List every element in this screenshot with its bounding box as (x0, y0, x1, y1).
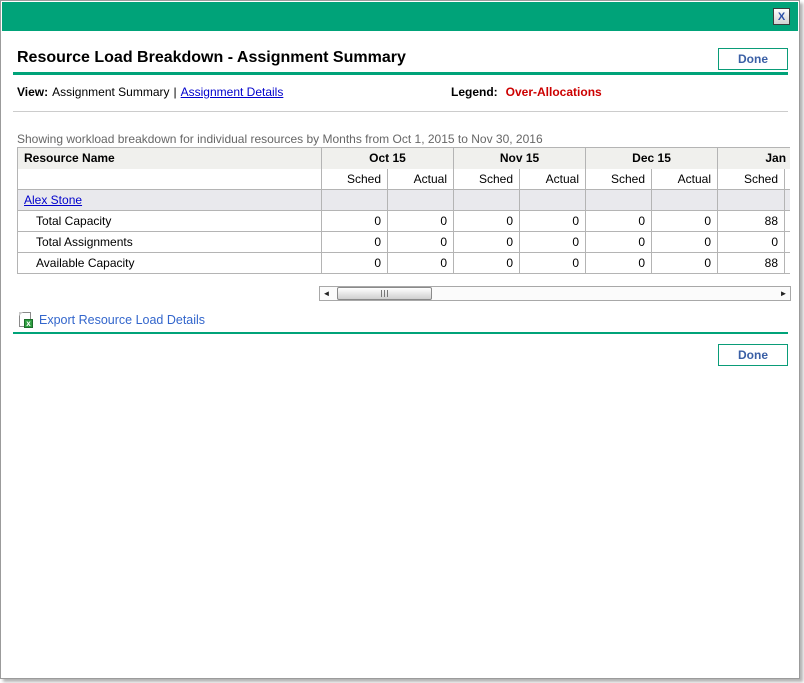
excel-badge-icon: x (24, 319, 33, 328)
cell-value: 0 (321, 252, 388, 274)
cell-value: 0 (717, 231, 786, 253)
scrollbar-thumb[interactable] (337, 287, 432, 300)
cell-value: 0 (651, 231, 719, 253)
cell-value: 88 (717, 252, 786, 274)
column-header-oct-15: Oct 15 (321, 147, 454, 169)
done-button-top[interactable]: Done (718, 48, 788, 70)
view-divider: | (173, 85, 177, 99)
table-row-available-capacity: Available Capacity 0 0 0 0 0 0 88 (17, 252, 790, 274)
cell-value: 88 (717, 210, 786, 232)
close-icon[interactable]: X (773, 8, 790, 25)
cell-value: 0 (651, 252, 719, 274)
cell-value: 0 (585, 252, 653, 274)
assignment-details-link[interactable]: Assignment Details (180, 85, 284, 99)
subheader-blank (17, 168, 322, 190)
table-row-total-assignments: Total Assignments 0 0 0 0 0 0 0 (17, 231, 790, 253)
cell-value: 0 (518, 252, 587, 274)
row-label: Total Assignments (17, 231, 322, 253)
dialog-titlebar: X (2, 2, 798, 31)
subheader-actual: Actual (651, 168, 719, 190)
cell-value: 0 (585, 210, 653, 232)
page-title: Resource Load Breakdown - Assignment Sum… (17, 49, 406, 66)
column-header-resource-name: Resource Name (17, 147, 322, 169)
cell-value: 0 (651, 210, 719, 232)
cell-value: 0 (387, 231, 454, 253)
table-month-header-row: Resource Name Oct 15 Nov 15 Dec 15 Jan 1… (17, 147, 790, 169)
cell-value: 0 (453, 231, 520, 253)
cell-value: 0 (453, 252, 520, 274)
row-label: Total Capacity (17, 210, 322, 232)
table-row-resource: Alex Stone (17, 189, 790, 211)
cell-value: 0 (585, 231, 653, 253)
cell-value: 0 (321, 210, 388, 232)
cell-value: 0 (453, 210, 520, 232)
subheader-clipped (784, 168, 790, 190)
cell-value: 0 (321, 231, 388, 253)
subheader-actual: Actual (518, 168, 587, 190)
subheader-sched: Sched (321, 168, 388, 190)
workload-description: Showing workload breakdown for individua… (17, 132, 543, 146)
export-link-label: Export Resource Load Details (39, 312, 206, 327)
cell-value: 0 (518, 231, 587, 253)
subheader-sched: Sched (585, 168, 653, 190)
export-resource-load-details-link[interactable]: x Export Resource Load Details (19, 312, 206, 328)
view-selector: View: Assignment Summary | Assignment Detai… (17, 85, 283, 99)
title-divider (13, 72, 788, 75)
legend-label: Legend: (451, 85, 498, 99)
cell-value: 0 (518, 210, 587, 232)
resource-link-alex-stone[interactable]: Alex Stone (24, 193, 83, 207)
cell-value: 0 (387, 210, 454, 232)
over-allocations-legend: Over-Allocations (505, 85, 602, 99)
current-view-label: Assignment Summary (52, 85, 170, 99)
view-label: View: (17, 85, 49, 99)
cell-value: 0 (387, 252, 454, 274)
subheader-sched: Sched (717, 168, 786, 190)
horizontal-scrollbar[interactable]: ◄ ► (319, 286, 791, 301)
section-divider (13, 111, 788, 112)
column-header-jan-16: Jan 16 (717, 147, 790, 169)
done-button-bottom[interactable]: Done (718, 344, 788, 366)
resource-load-table: Resource Name Oct 15 Nov 15 Dec 15 Jan 1… (17, 147, 790, 274)
column-header-dec-15: Dec 15 (585, 147, 719, 169)
subheader-actual: Actual (387, 168, 454, 190)
scrollbar-grip-icon (380, 290, 389, 297)
row-label: Available Capacity (17, 252, 322, 274)
scroll-left-icon[interactable]: ◄ (322, 289, 331, 298)
legend: Legend: Over-Allocations (451, 85, 602, 99)
column-header-nov-15: Nov 15 (452, 147, 587, 169)
footer-divider (13, 332, 788, 334)
table-subheader-row: Sched Actual Sched Actual Sched Actual S… (17, 168, 790, 190)
subheader-sched: Sched (453, 168, 520, 190)
table-row-total-capacity: Total Capacity 0 0 0 0 0 0 88 (17, 210, 790, 232)
scroll-right-icon[interactable]: ► (779, 289, 788, 298)
excel-export-icon: x (19, 312, 33, 328)
